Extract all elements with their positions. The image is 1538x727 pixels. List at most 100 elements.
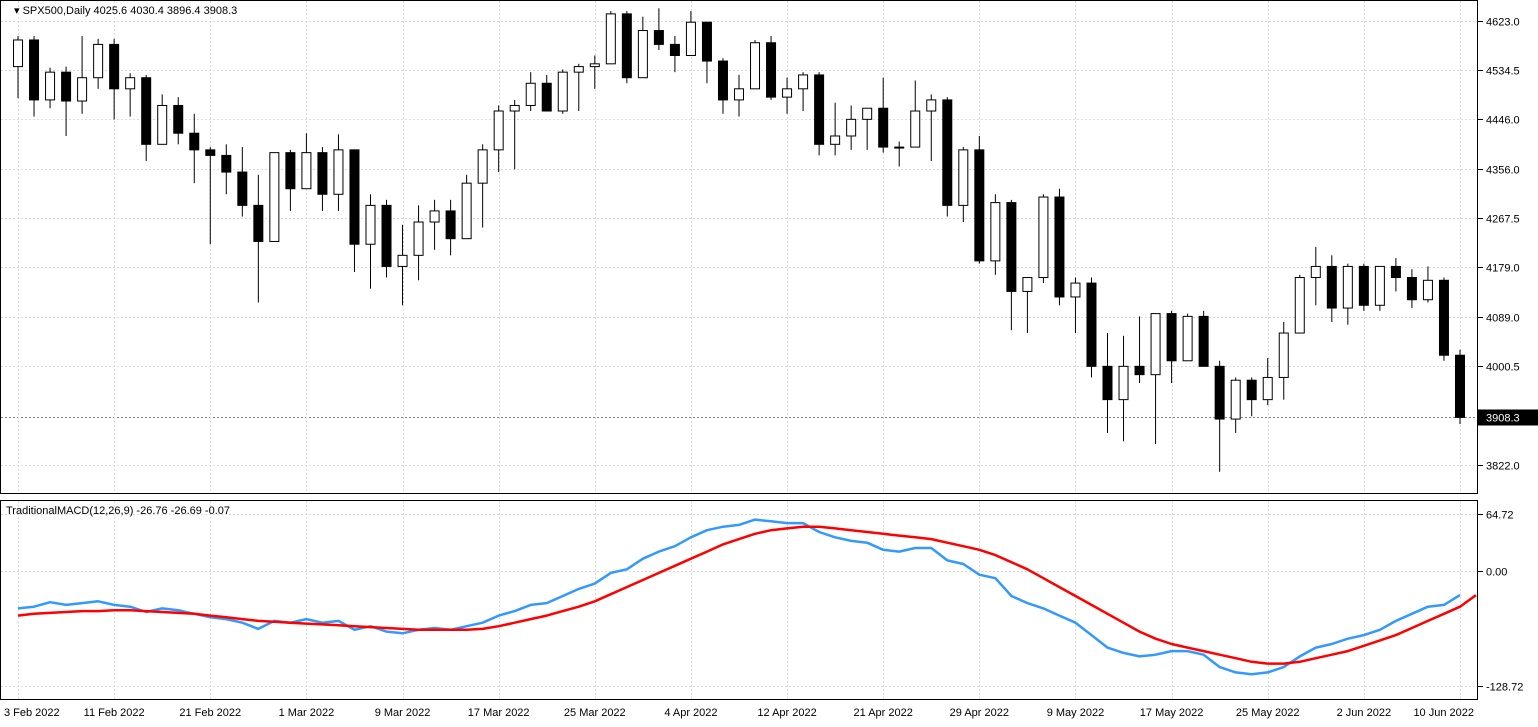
candle-body[interactable] — [1023, 278, 1032, 292]
candle-body[interactable] — [78, 78, 87, 101]
candle-body[interactable] — [478, 150, 487, 183]
candle-body[interactable] — [959, 150, 968, 206]
candle-body[interactable] — [622, 14, 631, 78]
candle-body[interactable] — [1327, 266, 1336, 308]
candle-body[interactable] — [1311, 266, 1320, 277]
candle-body[interactable] — [462, 183, 471, 239]
candle-body[interactable] — [654, 31, 663, 45]
candle-body[interactable] — [62, 72, 71, 101]
candle-body[interactable] — [911, 111, 920, 147]
candle-body[interactable] — [1423, 280, 1432, 299]
candle-body[interactable] — [735, 89, 744, 100]
candle-body[interactable] — [350, 150, 359, 244]
candle-body[interactable] — [222, 155, 231, 172]
candle-body[interactable] — [1087, 283, 1096, 366]
candle-body[interactable] — [1167, 314, 1176, 361]
candle-body[interactable] — [1439, 280, 1448, 355]
candle-body[interactable] — [1263, 377, 1272, 399]
candle-body[interactable] — [943, 100, 952, 205]
candle-body[interactable] — [1375, 266, 1384, 305]
candle-body[interactable] — [670, 44, 679, 55]
candle-body[interactable] — [1359, 266, 1368, 305]
chart-svg[interactable]: 4623.04534.54446.04356.04267.54179.04089… — [0, 0, 1538, 724]
x-axis-label: 29 Apr 2022 — [950, 707, 1009, 719]
candle-body[interactable] — [783, 89, 792, 97]
candle-body[interactable] — [1279, 333, 1288, 377]
candle-body[interactable] — [494, 111, 503, 150]
candle-body[interactable] — [1455, 355, 1464, 417]
current-price-text: 3908.3 — [1486, 413, 1520, 425]
candle-body[interactable] — [382, 205, 391, 266]
candle-body[interactable] — [174, 105, 183, 133]
candle-body[interactable] — [1039, 197, 1048, 277]
y-axis-label: 4179.0 — [1486, 263, 1520, 275]
x-axis-label: 3 Feb 2022 — [4, 707, 60, 719]
candle-body[interactable] — [1215, 366, 1224, 419]
candle-body[interactable] — [542, 83, 551, 111]
candle-body[interactable] — [1231, 380, 1240, 419]
candle-body[interactable] — [14, 40, 23, 67]
candle-body[interactable] — [1055, 197, 1064, 297]
candle-body[interactable] — [286, 153, 295, 189]
candle-body[interactable] — [270, 153, 279, 242]
candle-body[interactable] — [510, 105, 519, 111]
candle-body[interactable] — [1135, 366, 1144, 374]
candle-body[interactable] — [799, 75, 808, 89]
candle-body[interactable] — [718, 61, 727, 100]
candle-body[interactable] — [1119, 366, 1128, 399]
candle-body[interactable] — [1071, 283, 1080, 297]
candle-body[interactable] — [991, 203, 1000, 261]
candle-body[interactable] — [1391, 266, 1400, 277]
x-axis-label: 25 May 2022 — [1236, 707, 1300, 719]
candle-body[interactable] — [302, 153, 311, 189]
y-axis-label: 3822.0 — [1486, 461, 1520, 473]
candle-body[interactable] — [975, 150, 984, 261]
candle-body[interactable] — [847, 119, 856, 136]
candle-body[interactable] — [606, 14, 615, 64]
candle-body[interactable] — [1183, 316, 1192, 360]
candle-body[interactable] — [526, 83, 535, 105]
candle-body[interactable] — [206, 150, 215, 156]
candle-body[interactable] — [254, 205, 263, 241]
candle-body[interactable] — [94, 44, 103, 77]
candle-body[interactable] — [30, 40, 39, 100]
candle-body[interactable] — [414, 222, 423, 255]
candle-body[interactable] — [638, 31, 647, 78]
candle-body[interactable] — [334, 150, 343, 194]
candle-body[interactable] — [46, 72, 55, 100]
candle-body[interactable] — [879, 108, 888, 147]
candle-body[interactable] — [158, 105, 167, 144]
candle-body[interactable] — [398, 255, 407, 266]
candle-body[interactable] — [430, 211, 439, 222]
candle-body[interactable] — [702, 22, 711, 61]
candle-body[interactable] — [767, 43, 776, 97]
candle-body[interactable] — [238, 172, 247, 205]
candle-body[interactable] — [1407, 278, 1416, 300]
candle-body[interactable] — [558, 72, 567, 111]
candle-body[interactable] — [815, 75, 824, 144]
candle-body[interactable] — [1103, 366, 1112, 399]
candle-body[interactable] — [1007, 203, 1016, 292]
candle-body[interactable] — [831, 136, 840, 144]
candle-body[interactable] — [366, 205, 375, 244]
candle-body[interactable] — [110, 44, 119, 88]
candle-body[interactable] — [927, 100, 936, 111]
candle-body[interactable] — [1151, 314, 1160, 375]
candle-body[interactable] — [686, 22, 695, 55]
candle-body[interactable] — [590, 64, 599, 67]
candle-body[interactable] — [863, 108, 872, 119]
candle-body[interactable] — [446, 211, 455, 239]
price-panel-border — [1, 1, 1478, 494]
candle-body[interactable] — [190, 133, 199, 150]
candle-body[interactable] — [895, 147, 904, 148]
candle-body[interactable] — [1343, 266, 1352, 308]
candle-body[interactable] — [574, 67, 583, 73]
candle-body[interactable] — [1199, 316, 1208, 366]
candle-body[interactable] — [1295, 278, 1304, 334]
candle-body[interactable] — [318, 153, 327, 195]
candle-body[interactable] — [126, 78, 135, 89]
candle-body[interactable] — [142, 78, 151, 145]
x-axis-label: 12 Apr 2022 — [757, 707, 816, 719]
candle-body[interactable] — [751, 43, 760, 89]
candle-body[interactable] — [1247, 380, 1256, 399]
